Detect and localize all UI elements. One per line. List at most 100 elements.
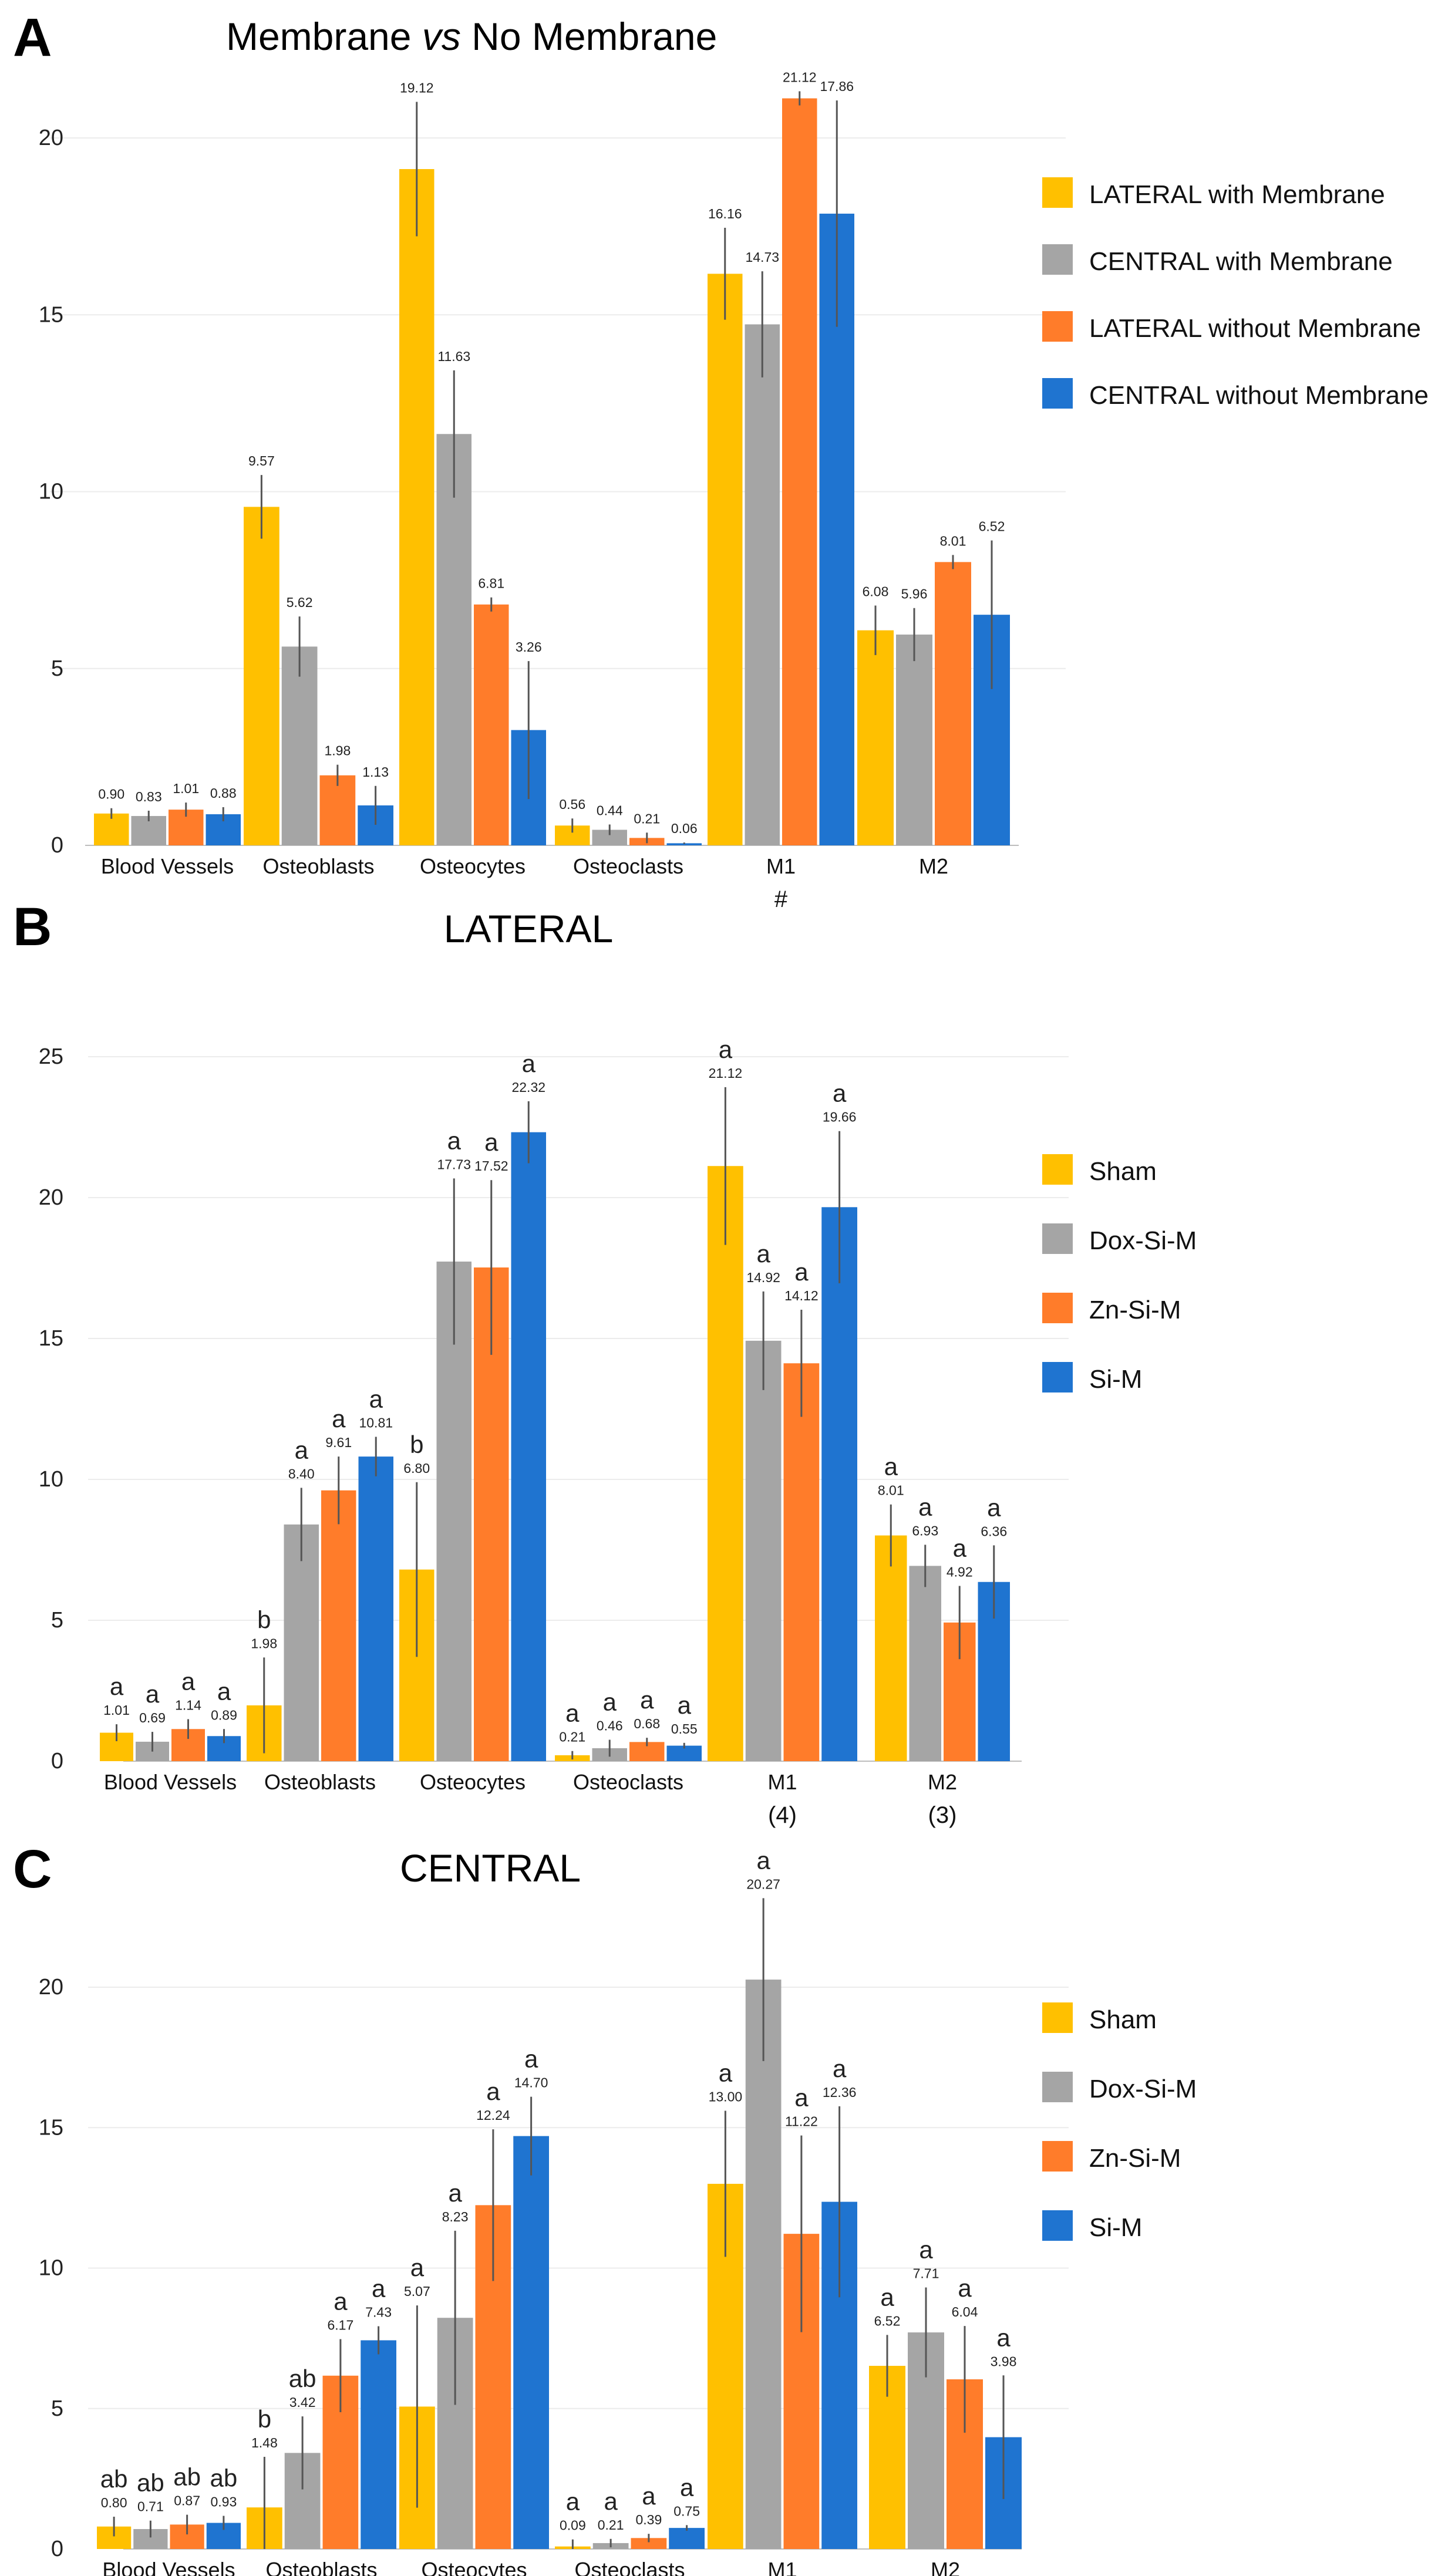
pc-significance-letter: ab bbox=[100, 2465, 128, 2493]
pb-value-label: 17.52 bbox=[474, 1158, 508, 1174]
pc-significance-letter: a bbox=[604, 2487, 618, 2515]
pa-value-label: 0.56 bbox=[559, 797, 585, 812]
pc-value-label: 5.07 bbox=[404, 2284, 430, 2299]
pc-bar-c bbox=[745, 1980, 782, 2549]
pb-value-label: 8.40 bbox=[288, 1466, 315, 1481]
pc-significance-letter: a bbox=[880, 2283, 894, 2311]
pb-significance-letter: a bbox=[484, 1128, 499, 1156]
pc-significance-letter: a bbox=[833, 2055, 847, 2082]
pc-y-tick-label: 20 bbox=[39, 1975, 63, 2000]
pa-category-label: Osteoclasts bbox=[573, 854, 683, 878]
pb-y-tick-label: 0 bbox=[51, 1749, 63, 1773]
pb-y-tick-label: 25 bbox=[39, 1044, 63, 1069]
pa-value-label: 17.86 bbox=[820, 79, 854, 94]
pb-significance-letter: b bbox=[410, 1431, 423, 1458]
pc-category-label: Osteocytes bbox=[421, 2558, 527, 2576]
pb-legend-swatch bbox=[1042, 1154, 1073, 1185]
pc-legend-label: Zn-Si-M bbox=[1089, 2144, 1181, 2173]
pb-bar-b bbox=[783, 1363, 820, 1761]
pb-bar-b bbox=[321, 1490, 356, 1761]
pc-significance-letter: a bbox=[996, 2324, 1011, 2351]
pb-category-label: M1 bbox=[767, 1770, 797, 1794]
pc-value-label: 0.93 bbox=[210, 2494, 237, 2510]
pa-value-label: 6.81 bbox=[478, 576, 504, 591]
pb-significance-letter: a bbox=[146, 1680, 160, 1708]
pb-value-label: 19.66 bbox=[823, 1110, 857, 1125]
pa-value-label: 5.96 bbox=[901, 586, 928, 602]
pa-value-label: 21.12 bbox=[783, 69, 817, 85]
pb-value-label: 17.73 bbox=[437, 1156, 471, 1172]
pa-value-label: 11.63 bbox=[437, 349, 470, 364]
pa-bar-a bbox=[782, 98, 817, 845]
pb-bar-b bbox=[358, 1456, 393, 1761]
pb-legend-swatch bbox=[1042, 1362, 1073, 1392]
pb-significance-letter: a bbox=[565, 1700, 580, 1727]
pc-significance-letter: a bbox=[719, 2059, 733, 2087]
pc-bar-c bbox=[513, 2136, 549, 2549]
pb-significance-letter: a bbox=[603, 1688, 617, 1716]
pc-category-label: M1 bbox=[767, 2558, 797, 2576]
pa-value-label: 16.16 bbox=[708, 206, 742, 221]
pb-legend-label: Si-M bbox=[1089, 1365, 1142, 1394]
pc-category-label: Osteoclasts bbox=[574, 2558, 685, 2576]
pc-significance-letter: a bbox=[794, 2084, 809, 2112]
pa-bar-a bbox=[708, 274, 743, 845]
panel-letter-b: B bbox=[13, 897, 52, 957]
panel-b-title: LATERAL bbox=[444, 907, 614, 950]
pc-significance-letter: a bbox=[334, 2288, 348, 2315]
pa-y-tick-label: 10 bbox=[39, 480, 63, 504]
pb-value-label: 14.12 bbox=[784, 1288, 819, 1303]
pc-legend-swatch bbox=[1042, 2072, 1073, 2102]
pb-significance-letter: a bbox=[678, 1691, 692, 1719]
pc-significance-letter: a bbox=[958, 2274, 972, 2302]
pc-category-label: M2 bbox=[931, 2558, 960, 2576]
pc-value-label: 7.43 bbox=[365, 2305, 392, 2320]
pc-legend-swatch bbox=[1042, 2141, 1073, 2172]
pb-significance-letter: a bbox=[833, 1080, 847, 1107]
pb-value-label: 0.69 bbox=[139, 1710, 166, 1725]
pa-bar-a bbox=[745, 324, 780, 845]
pb-value-label: 0.46 bbox=[597, 1718, 623, 1734]
pc-significance-letter: ab bbox=[210, 2464, 238, 2492]
pb-bar-b bbox=[745, 1340, 782, 1761]
pb-significance-letter: a bbox=[447, 1127, 462, 1154]
pa-value-label: 0.83 bbox=[136, 789, 162, 804]
pc-value-label: 0.39 bbox=[635, 2512, 662, 2527]
pb-value-label: 0.68 bbox=[634, 1716, 660, 1731]
panel-a-title: Membrane vs No Membrane bbox=[226, 15, 717, 58]
pa-bar-a bbox=[666, 843, 702, 845]
pc-value-label: 8.23 bbox=[442, 2209, 469, 2224]
pa-value-label: 0.21 bbox=[634, 811, 660, 826]
pb-value-label: 1.98 bbox=[251, 1636, 277, 1651]
pb-significance-letter: a bbox=[918, 1493, 932, 1520]
panel-letter-c: C bbox=[13, 1839, 52, 1899]
pa-y-tick-label: 0 bbox=[51, 833, 63, 858]
pa-legend-swatch bbox=[1042, 378, 1073, 409]
pa-value-label: 9.57 bbox=[248, 453, 275, 468]
pa-legend-label: LATERAL with Membrane bbox=[1089, 180, 1385, 209]
pb-value-label: 6.93 bbox=[912, 1523, 938, 1538]
pc-value-label: 6.52 bbox=[874, 2313, 901, 2328]
pb-value-label: 8.01 bbox=[878, 1483, 904, 1498]
pb-legend-label: Zn-Si-M bbox=[1089, 1296, 1181, 1324]
pb-category-label: Osteocytes bbox=[420, 1770, 526, 1794]
pc-value-label: 0.80 bbox=[101, 2495, 127, 2510]
pc-y-tick-label: 5 bbox=[51, 2396, 63, 2421]
pa-y-tick-label: 15 bbox=[39, 302, 63, 327]
pc-significance-letter: b bbox=[258, 2405, 271, 2433]
pa-legend-label: CENTRAL without Membrane bbox=[1089, 381, 1429, 410]
pb-value-label: 22.32 bbox=[511, 1080, 545, 1095]
pc-value-label: 0.87 bbox=[174, 2493, 200, 2508]
pb-value-label: 1.01 bbox=[103, 1702, 130, 1718]
pc-value-label: 0.71 bbox=[137, 2499, 164, 2514]
pb-y-tick-label: 10 bbox=[39, 1467, 63, 1492]
pb-bar-b bbox=[284, 1524, 319, 1761]
pa-value-label: 6.08 bbox=[863, 584, 889, 599]
pc-bar-c bbox=[361, 2340, 396, 2549]
pa-value-label: 1.98 bbox=[324, 743, 351, 758]
pa-value-label: 8.01 bbox=[940, 533, 966, 548]
pc-significance-letter: a bbox=[372, 2275, 386, 2302]
pb-significance-letter: a bbox=[522, 1050, 536, 1077]
pa-value-label: 0.44 bbox=[597, 803, 623, 818]
pc-significance-letter: a bbox=[756, 1846, 770, 1874]
